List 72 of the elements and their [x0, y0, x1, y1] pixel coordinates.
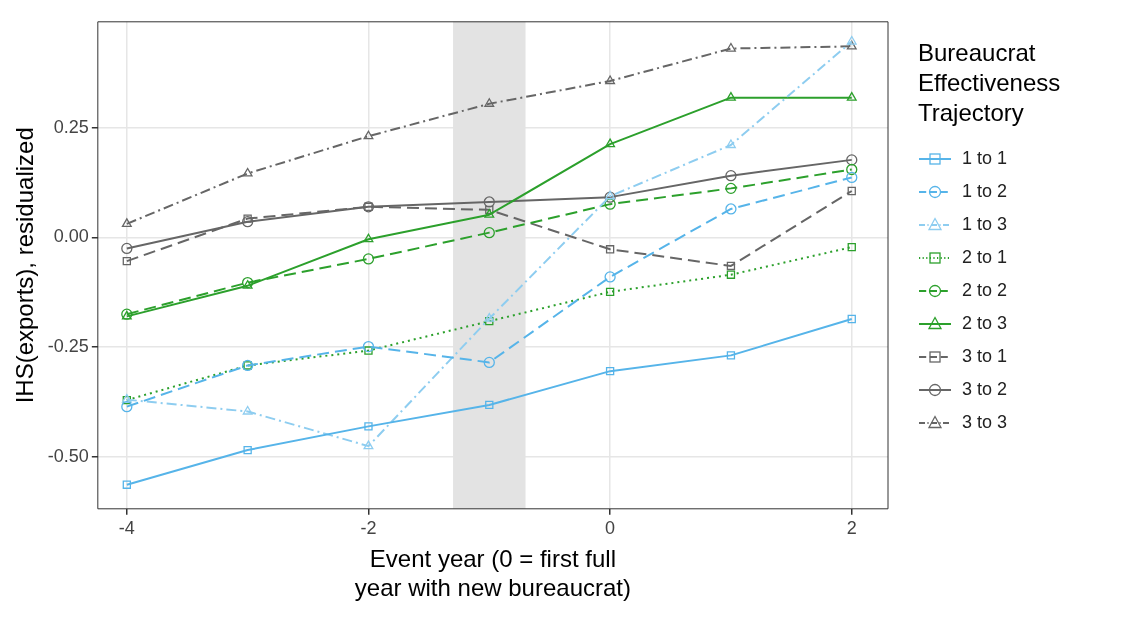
point [604, 271, 616, 283]
point [846, 40, 857, 50]
y-tick-label: 0.00 [53, 226, 89, 247]
point [846, 91, 857, 101]
point [122, 480, 132, 489]
point [484, 312, 495, 322]
point [122, 256, 132, 266]
x-axis-title: Event year (0 = first full year with new bureaucrat) [354, 545, 631, 602]
legend-title: Bureaucrat Effectiveness Trajectory [918, 38, 1062, 128]
point [605, 138, 616, 148]
point [604, 198, 616, 210]
point [243, 445, 252, 455]
point [364, 422, 373, 431]
point [484, 209, 495, 218]
point [483, 226, 495, 239]
point [485, 400, 494, 410]
x-tick-label: -4 [118, 517, 135, 538]
legend-label: 3 to 3 [962, 412, 1008, 433]
x-tick-label: 2 [846, 517, 857, 538]
legend-label: 2 to 1 [962, 247, 1008, 268]
point [725, 182, 737, 195]
legend-label: 1 to 1 [962, 148, 1008, 169]
point [726, 270, 736, 279]
point [605, 75, 616, 85]
point [605, 245, 615, 254]
x-tick-label: 0 [605, 517, 616, 538]
point [362, 340, 375, 353]
point [846, 154, 858, 166]
point [483, 356, 495, 369]
point [364, 346, 373, 355]
point [242, 405, 253, 415]
point [121, 401, 133, 413]
point [847, 242, 856, 252]
point [847, 186, 856, 196]
point [846, 163, 858, 176]
point [725, 42, 736, 52]
legend-label: 3 to 1 [962, 346, 1008, 367]
x-tick-label: -2 [360, 517, 377, 538]
point [846, 35, 857, 45]
point [485, 317, 494, 326]
point [725, 170, 737, 182]
point [483, 196, 495, 208]
point [847, 314, 856, 324]
point [363, 130, 374, 140]
point [121, 242, 133, 255]
legend-label: 2 to 3 [962, 313, 1008, 334]
legend-label: 1 to 2 [962, 181, 1008, 202]
point [605, 366, 615, 376]
point [242, 167, 253, 177]
point [243, 214, 252, 223]
point [725, 91, 736, 101]
point [362, 253, 375, 265]
point [242, 216, 254, 228]
y-tick-label: 0.25 [53, 116, 89, 137]
point [121, 218, 132, 228]
point [242, 280, 253, 289]
legend-label: 1 to 3 [962, 214, 1008, 235]
y-axis-title: IHS(exports), residualized [11, 127, 39, 404]
legend-label: 3 to 2 [962, 379, 1008, 400]
point [846, 171, 858, 184]
point [363, 440, 374, 450]
point [725, 203, 737, 215]
point [363, 233, 374, 243]
point [605, 287, 615, 297]
legend-label: 2 to 2 [962, 280, 1008, 301]
point [725, 139, 736, 149]
point [726, 351, 736, 360]
point [484, 98, 495, 107]
point [242, 276, 254, 289]
y-tick-label: -0.25 [47, 336, 89, 357]
y-tick-label: -0.50 [47, 445, 89, 466]
point [726, 261, 736, 271]
